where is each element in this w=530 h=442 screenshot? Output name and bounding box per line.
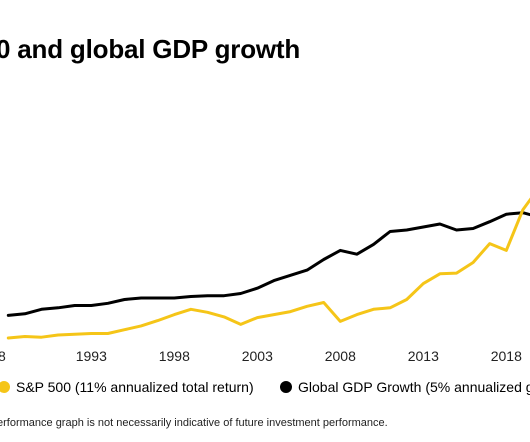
legend-item-sp500: S&P 500 (11% annualized total return) — [0, 379, 254, 395]
x-tick-label: 1998 — [159, 348, 190, 364]
x-tick-label: 2018 — [491, 348, 522, 364]
x-tick-label: 2008 — [325, 348, 356, 364]
x-tick-label: 1993 — [76, 348, 107, 364]
footnote: erformance graph is not necessarily indi… — [0, 417, 388, 429]
legend: S&P 500 (11% annualized total return) Gl… — [0, 379, 530, 401]
series-line-gdp — [6, 211, 530, 317]
x-tick-label: 8 — [0, 348, 6, 364]
series-layer — [6, 197, 530, 340]
x-tick-label: 2013 — [408, 348, 439, 364]
legend-label-sp500: S&P 500 (11% annualized total return) — [16, 379, 254, 395]
legend-swatch-gdp — [280, 381, 292, 393]
legend-item-gdp: Global GDP Growth (5% annualized gro — [280, 379, 530, 395]
x-tick-label: 2003 — [242, 348, 273, 364]
legend-swatch-sp500 — [0, 381, 10, 393]
series-line-sp500 — [6, 197, 530, 340]
chart-title: 0 and global GDP growth — [0, 34, 301, 64]
legend-label-gdp: Global GDP Growth (5% annualized gro — [298, 379, 530, 395]
x-axis-ticks: 8 1993 1998 2003 2008 2013 2018 — [0, 348, 522, 364]
